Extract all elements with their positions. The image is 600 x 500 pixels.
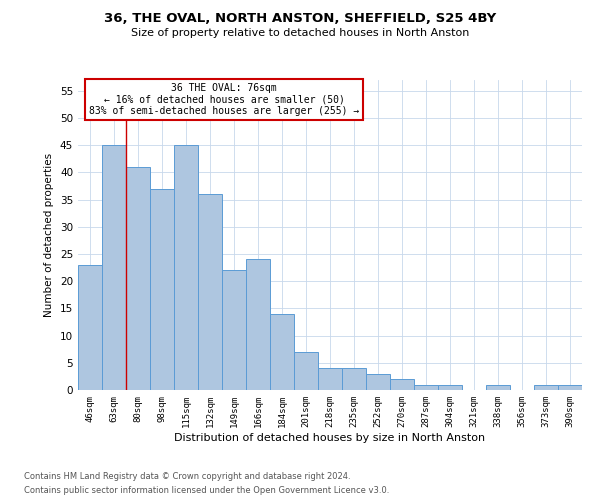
Bar [414,384,438,390]
Bar [342,368,366,390]
Bar [246,260,270,390]
Bar [294,352,318,390]
Bar [198,194,222,390]
Bar [270,314,294,390]
Text: Contains HM Land Registry data © Crown copyright and database right 2024.: Contains HM Land Registry data © Crown c… [24,472,350,481]
Bar [486,384,510,390]
Bar [126,167,150,390]
Bar [534,384,558,390]
Text: 36 THE OVAL: 76sqm
← 16% of detached houses are smaller (50)
83% of semi-detache: 36 THE OVAL: 76sqm ← 16% of detached hou… [89,83,359,116]
Bar [102,146,126,390]
Bar [558,384,582,390]
Bar [366,374,390,390]
Y-axis label: Number of detached properties: Number of detached properties [44,153,55,317]
Bar [78,265,102,390]
Text: 36, THE OVAL, NORTH ANSTON, SHEFFIELD, S25 4BY: 36, THE OVAL, NORTH ANSTON, SHEFFIELD, S… [104,12,496,26]
Bar [438,384,462,390]
X-axis label: Distribution of detached houses by size in North Anston: Distribution of detached houses by size … [175,432,485,442]
Bar [390,379,414,390]
Bar [150,189,174,390]
Bar [318,368,342,390]
Bar [222,270,246,390]
Text: Size of property relative to detached houses in North Anston: Size of property relative to detached ho… [131,28,469,38]
Bar [174,146,198,390]
Text: Contains public sector information licensed under the Open Government Licence v3: Contains public sector information licen… [24,486,389,495]
